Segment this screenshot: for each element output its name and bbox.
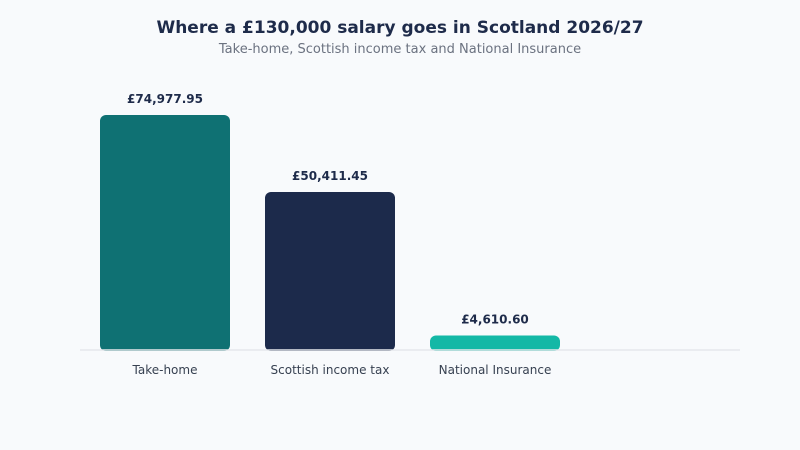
chart-title: Where a £130,000 salary goes in Scotland… <box>156 18 644 38</box>
bar-take-home <box>100 115 230 351</box>
bar-scottish-income-tax <box>265 191 395 351</box>
category-tick-label: Take-home <box>132 363 198 377</box>
bar-value-label: £50,411.45 <box>292 169 368 183</box>
bar-value-label: £74,977.95 <box>127 92 203 106</box>
bar-value-label: £4,610.60 <box>461 313 529 327</box>
category-tick-label: Scottish income tax <box>271 363 390 377</box>
bar-national-insurance <box>430 335 560 351</box>
chart-subtitle: Take-home, Scottish income tax and Natio… <box>218 42 582 57</box>
category-tick-label: National Insurance <box>439 363 552 377</box>
